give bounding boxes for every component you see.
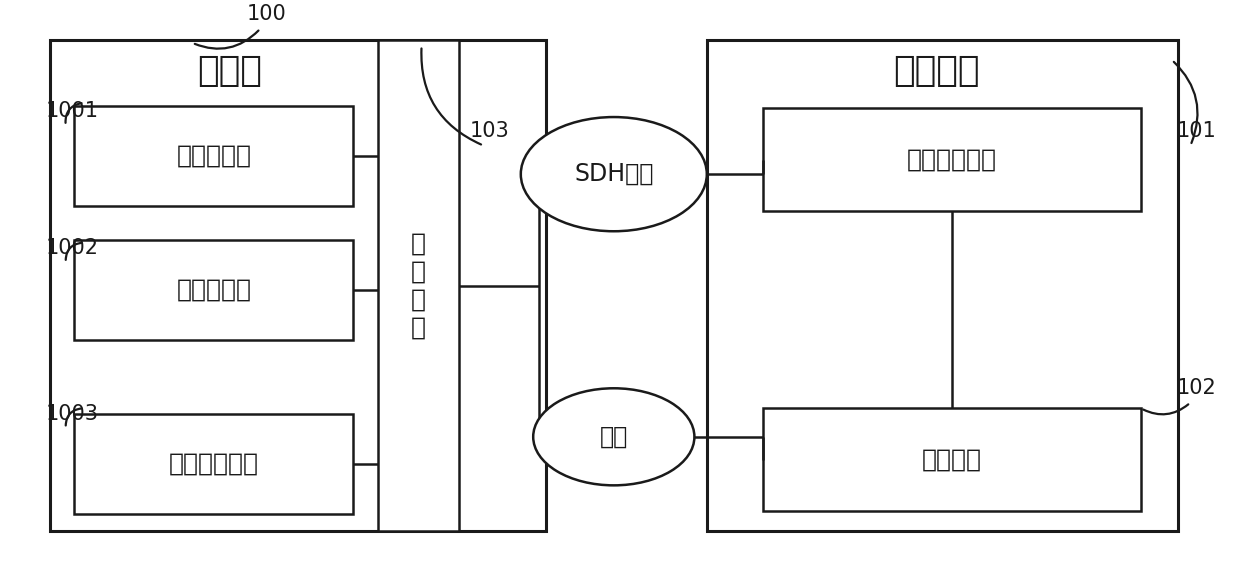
Text: 网管系统: 网管系统 xyxy=(921,448,982,472)
Text: 103: 103 xyxy=(470,121,510,142)
Text: 1003: 1003 xyxy=(46,404,98,424)
Ellipse shape xyxy=(521,117,707,231)
Bar xyxy=(74,240,353,340)
Bar xyxy=(74,414,353,514)
Text: 1002: 1002 xyxy=(46,238,98,259)
Text: 变电站: 变电站 xyxy=(197,54,262,89)
Bar xyxy=(378,40,459,531)
Text: 102: 102 xyxy=(1177,378,1216,399)
Bar xyxy=(763,408,1141,511)
Text: 测
量
装
置: 测 量 装 置 xyxy=(410,232,427,339)
Bar xyxy=(707,40,1178,531)
Bar xyxy=(74,106,353,206)
Text: 中心监测系统: 中心监测系统 xyxy=(906,148,997,172)
Text: 100: 100 xyxy=(247,4,286,25)
Text: SDH网络: SDH网络 xyxy=(574,162,653,186)
Text: 被授时设备: 被授时设备 xyxy=(176,278,252,302)
Text: 监测中心: 监测中心 xyxy=(893,54,980,89)
Ellipse shape xyxy=(533,388,694,485)
Text: 101: 101 xyxy=(1177,121,1216,142)
Text: 1001: 1001 xyxy=(46,101,98,122)
Bar xyxy=(50,40,546,531)
Bar xyxy=(763,108,1141,211)
Text: 主时钟设备: 主时钟设备 xyxy=(176,143,252,168)
Text: 网络: 网络 xyxy=(600,425,627,449)
Text: 扩展时钟设备: 扩展时钟设备 xyxy=(169,452,259,476)
